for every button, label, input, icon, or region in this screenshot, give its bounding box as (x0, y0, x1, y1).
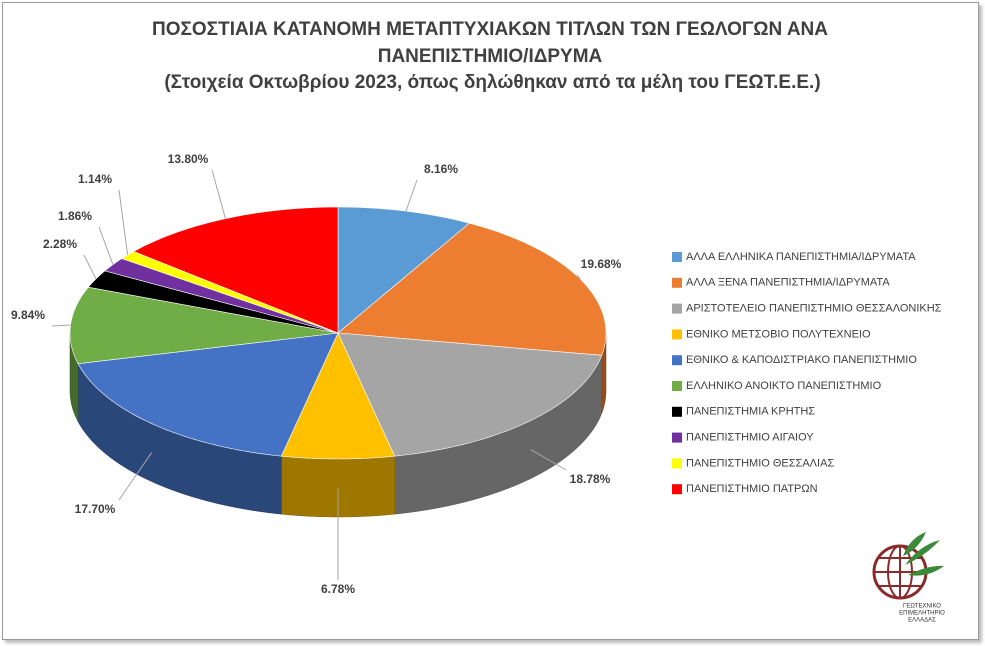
logo-text: ΕΛΛΑΔΑΣ (908, 618, 936, 624)
data-label: 19.68% (581, 257, 622, 271)
legend-label: ΠΑΝΕΠΙΣΤΗΜΙΑ ΚΡΗΤΗΣ (686, 406, 815, 418)
legend-label: ΕΛΛΗΝΙΚΟ ΑΝΟΙΚΤΟ ΠΑΝΕΠΙΣΤΗΜΙΟ (686, 380, 882, 392)
logo-text: ΕΠΙΜΕΛΗΤΗΡΙΟ (899, 611, 945, 617)
legend-swatch (672, 277, 682, 288)
legend-swatch (672, 406, 682, 417)
leader-line (530, 449, 567, 471)
legend-swatch (672, 381, 682, 391)
data-label: 1.86% (58, 209, 92, 223)
pie-slice (87, 270, 339, 334)
leader-line (83, 254, 97, 280)
legend-swatch (672, 355, 682, 366)
legend-swatch (672, 432, 682, 443)
data-label: 1.14% (78, 172, 112, 186)
leader-line (118, 189, 129, 256)
logo-text: ΓΕΩΤΕΧΝΙΚΟ (903, 604, 941, 610)
legend-label: ΑΡΙΣΤΟΤΕΛΕΙΟ ΠΑΝΕΠΙΣΤΗΜΙΟ ΘΕΣΣΑΛΟΝΙΚΗΣ (686, 303, 942, 315)
legend-label: ΕΘΝΙΚΟ & ΚΑΠΟΔΙΣΤΡΙΑΚΟ ΠΑΝΕΠΙΣΤΗΜΙΟ (686, 354, 917, 366)
leader-line (405, 179, 418, 212)
chart-title: ΠΟΣΟΣΤΙΑΙΑ ΚΑΤΑΝΟΜΗ ΜΕΤΑΠΤΥΧΙΑΚΩΝ ΤΙΤΛΩΝ… (152, 19, 828, 67)
pie-slice (280, 332, 396, 460)
pie-slice (104, 258, 339, 334)
leader-line (118, 452, 153, 501)
data-label: 2.28% (43, 237, 77, 251)
data-label: 6.78% (321, 582, 355, 596)
legend-swatch (672, 329, 682, 340)
pie-slice (69, 286, 339, 364)
data-label: 8.16% (424, 162, 458, 176)
data-label: 13.80% (168, 152, 209, 166)
legend-label: ΕΘΝΙΚΟ ΜΕΤΣΟΒΙΟ ΠΟΛΥΤΕΧΝΕΙΟ (686, 328, 871, 340)
legend-label: ΑΛΛΑ ΞΕΝΑ ΠΑΝΕΠΙΣΤΗΜΙΑ/ΙΔΡΥΜΑΤΑ (686, 277, 890, 289)
legend-swatch (672, 484, 682, 495)
legend-swatch (672, 303, 682, 314)
data-label: 18.78% (570, 472, 611, 486)
pie-slice (77, 332, 339, 457)
legend-swatch (672, 252, 682, 262)
leader-line (211, 169, 226, 219)
chart-subtitle: (Στοιχεία Οκτωβρίου 2023, όπως δηλώθηκαν… (164, 72, 821, 93)
legend-swatch (672, 458, 682, 469)
legend-label: ΑΛΛΑ ΕΛΛΗΝΙΚΑ ΠΑΝΕΠΙΣΤΗΜΙΑ/ΙΔΡΥΜΑΤΑ (686, 251, 916, 263)
legend-label: ΠΑΝΕΠΙΣΤΗΜΙΟ ΘΕΣΣΑΛΙΑΣ (686, 457, 834, 469)
leader-line (576, 274, 581, 280)
leader-line (51, 324, 71, 327)
pie-slice (337, 332, 603, 457)
legend-label: ΠΑΝΕΠΙΣΤΗΜΙΟ ΠΑΤΡΩΝ (686, 483, 818, 495)
pie-slice (337, 222, 607, 356)
legend-label: ΠΑΝΕΠΙΣΤΗΜΙΟ ΑΙΓΑΙΟΥ (686, 432, 814, 444)
data-label: 9.84% (11, 308, 45, 322)
data-label: 17.70% (75, 502, 116, 516)
leader-line (98, 226, 114, 265)
